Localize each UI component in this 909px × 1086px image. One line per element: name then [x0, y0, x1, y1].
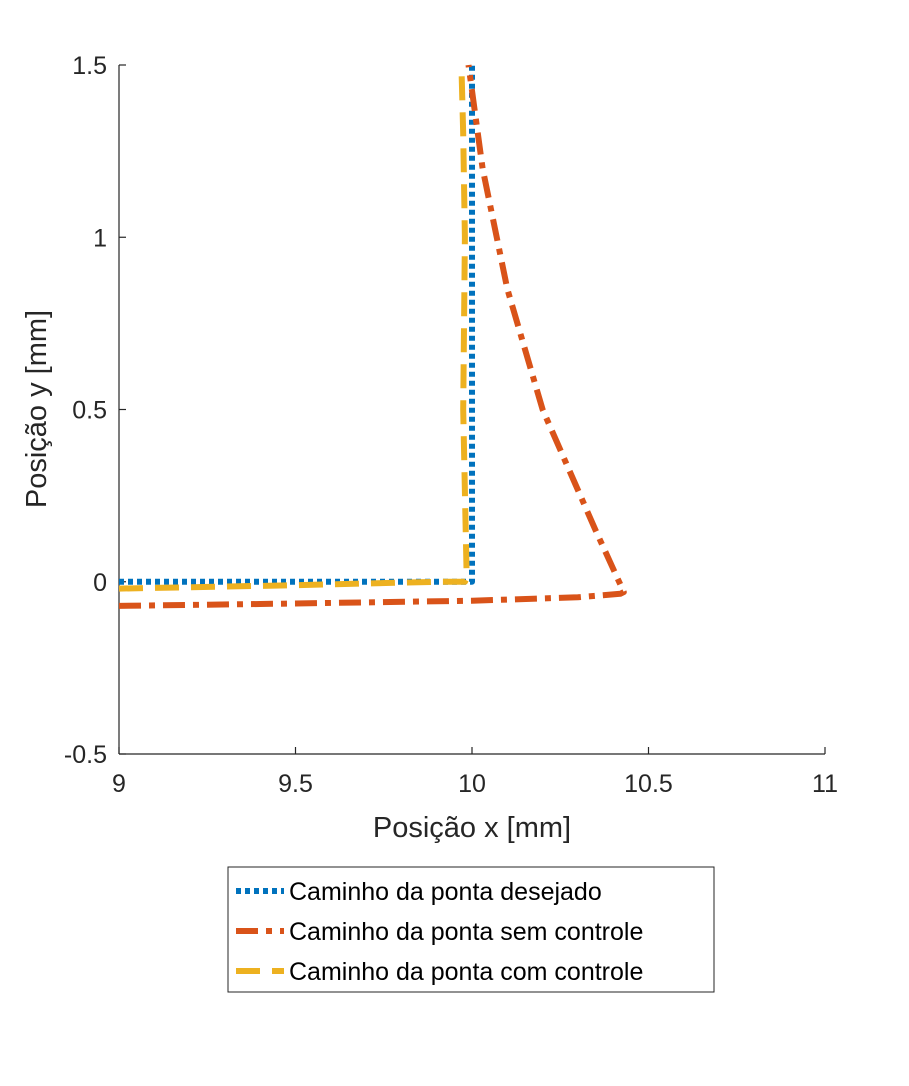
series-line-3	[118, 64, 470, 592]
legend: Caminho da ponta desejado Caminho da pont…	[227, 866, 715, 993]
y-tick-label: 0.5	[72, 397, 107, 425]
y-axis-label: Posição y [mm]	[21, 310, 53, 508]
legend-label-3: Caminho da ponta com controle	[289, 958, 643, 986]
series-line-2	[118, 64, 627, 609]
legend-label-1: Caminho da ponta desejado	[289, 878, 602, 906]
y-tick-label: 0	[93, 569, 107, 597]
y-ticks: -0.5 0 0.5 1 1.5	[64, 52, 126, 769]
series-line-1	[119, 65, 475, 585]
y-tick-label: -0.5	[64, 741, 107, 769]
x-ticks: 9 9.5 10 10.5 11	[112, 747, 838, 798]
legend-box	[227, 866, 715, 993]
legend-label-2: Caminho da ponta sem controle	[289, 918, 643, 946]
x-axis-label: Posição x [mm]	[373, 812, 571, 844]
x-tick-label: 9	[112, 770, 126, 798]
plot-area: 9 9.5 10 10.5 11 -0.5 0 0.5 1 1.5	[64, 52, 838, 798]
x-tick-label: 9.5	[278, 770, 313, 798]
x-tick-label: 10	[458, 770, 486, 798]
legend-items: Caminho da ponta desejado Caminho da pont…	[236, 878, 643, 986]
series-layer	[118, 64, 627, 609]
x-tick-label: 11	[812, 770, 838, 798]
x-tick-label: 10.5	[624, 770, 673, 798]
y-tick-label: 1	[93, 224, 107, 252]
y-tick-label: 1.5	[72, 52, 107, 80]
